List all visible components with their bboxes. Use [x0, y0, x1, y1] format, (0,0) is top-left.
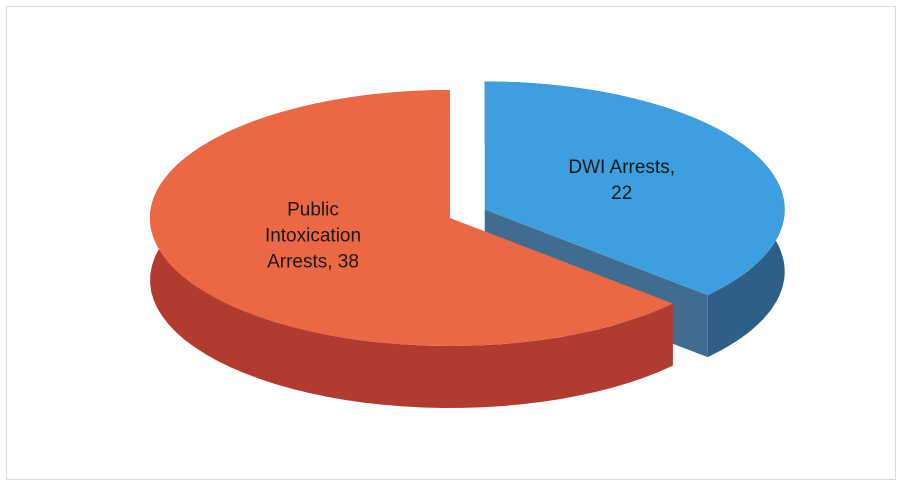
slice-label: DWI Arrests,	[568, 157, 675, 178]
slice-label: 22	[611, 183, 632, 204]
slice-label: Arrests, 38	[267, 251, 359, 272]
slice-label: Intoxication	[265, 225, 361, 246]
pie-slices	[150, 82, 785, 409]
slice-label: Public	[287, 199, 339, 220]
